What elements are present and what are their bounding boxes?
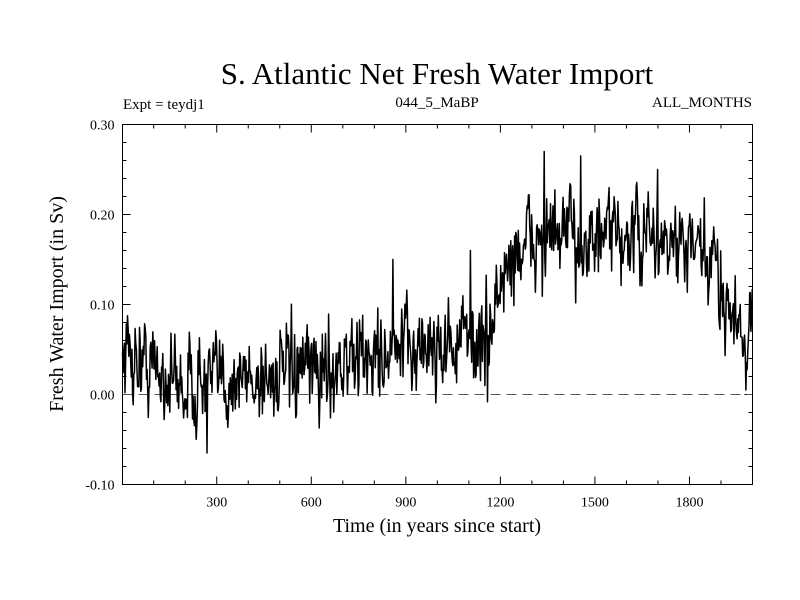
y-tick-label: 0.30 <box>90 119 115 134</box>
x-axis-label: Time (in years since start) <box>333 515 541 537</box>
y-tick-label: -0.10 <box>85 479 114 494</box>
period-label: 044_5_MaBP <box>395 95 478 111</box>
x-tick-label: 1800 <box>675 496 703 511</box>
y-tick-label: 0.10 <box>90 299 115 314</box>
experiment-label: Expt = teydj1 <box>123 97 205 113</box>
y-tick-label: 0.00 <box>90 389 115 404</box>
months-label: ALL_MONTHS <box>652 95 752 111</box>
series-layer <box>121 150 753 454</box>
x-tick-label: 1200 <box>486 496 514 511</box>
chart-title: S. Atlantic Net Fresh Water Import <box>221 56 654 91</box>
x-tick-label: 600 <box>301 496 322 511</box>
y-axis-label: Fresh Water Import (in Sv) <box>46 196 68 412</box>
x-tick-label: 1500 <box>581 496 609 511</box>
ticks-layer: -0.10 0.00 0.10 0.20 0.30 300 600 900 1200 1500 18… <box>85 119 753 511</box>
plot-frame <box>122 124 753 485</box>
x-tick-label: 300 <box>206 496 227 511</box>
fresh-water-series-line <box>121 150 753 454</box>
x-tick-label: 900 <box>395 496 416 511</box>
y-tick-label: 0.20 <box>90 209 115 224</box>
